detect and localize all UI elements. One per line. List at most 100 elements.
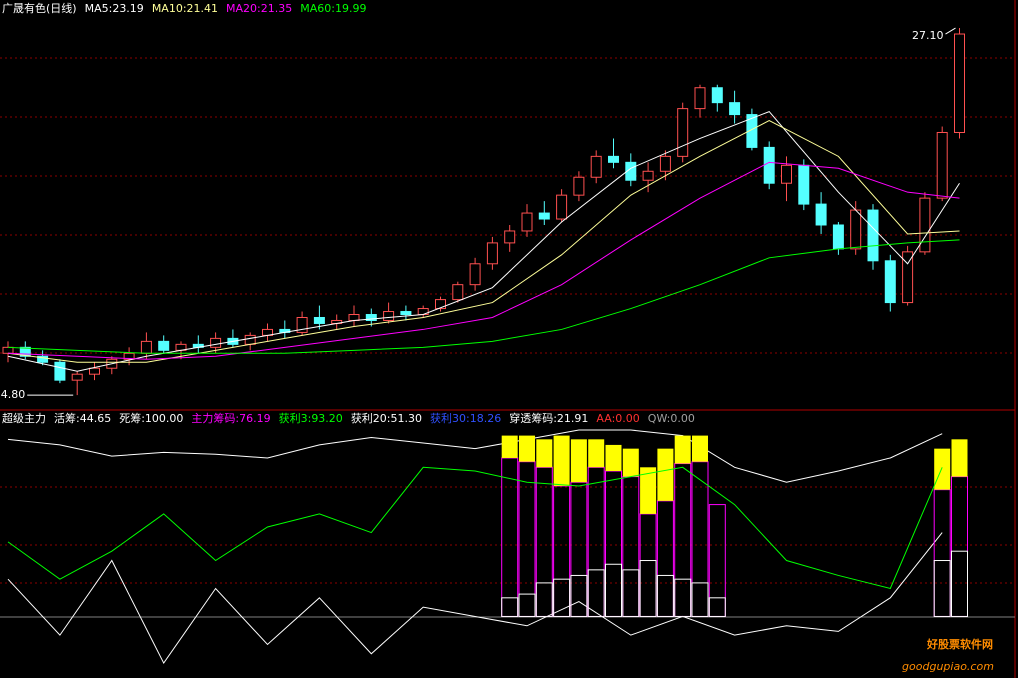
candle-body: [677, 108, 689, 157]
candle-body: [158, 340, 170, 351]
legend-entry: 穿透筹码:21.91: [509, 411, 588, 425]
legend-entry: QW:0.00: [648, 412, 695, 425]
candle-body: [902, 251, 914, 304]
candle-body: [556, 194, 568, 220]
candle-body: [954, 33, 965, 133]
bar-stack: [553, 435, 570, 486]
candle-body: [608, 155, 619, 163]
candle-body: [469, 263, 481, 286]
bar: [605, 563, 622, 617]
bar: [605, 470, 622, 617]
candle-body: [936, 131, 948, 199]
candle-body: [538, 212, 550, 220]
bar-stack: [692, 435, 708, 462]
candle-body: [123, 352, 135, 360]
series-line: [7, 429, 943, 483]
bar: [639, 560, 657, 617]
candle-body: [798, 164, 810, 205]
bar: [501, 457, 519, 617]
bar: [570, 481, 588, 617]
bar-stack: [536, 439, 553, 468]
candle-body: [884, 260, 896, 304]
legend-entry: 获利20:51.30: [351, 412, 422, 425]
bar: [656, 500, 674, 617]
series-line: [7, 239, 960, 354]
bar: [518, 461, 536, 617]
legend-entry: 死筹:100.00: [119, 411, 183, 425]
annotation-label: 14.80: [0, 388, 25, 401]
bar-stack: [622, 448, 639, 477]
watermark-title: 好股票软件网: [926, 637, 993, 651]
candle-body: [850, 209, 862, 250]
legend-entry: 活筹:44.65: [54, 411, 111, 425]
candle-body: [590, 155, 602, 178]
panel-title: 超级主力: [2, 411, 46, 425]
legend-entry: 获利3:93.20: [279, 412, 343, 425]
candle-body: [383, 311, 395, 321]
candle-body: [659, 155, 671, 172]
bar: [535, 466, 553, 617]
bar: [691, 582, 709, 617]
candle-body: [452, 284, 464, 301]
candle-body: [746, 114, 758, 148]
annotation-label: 27.10: [912, 29, 944, 42]
candle-body: [2, 346, 14, 354]
bar: [501, 597, 519, 617]
legend-entry: MA20:21.35: [226, 2, 292, 15]
bar: [656, 574, 674, 617]
candle-body: [140, 340, 152, 354]
series-line: [7, 532, 943, 665]
candle-body: [19, 346, 31, 357]
panel-title: 广晟有色(日线): [2, 1, 77, 15]
series-line: [7, 466, 943, 590]
series-line: [7, 161, 960, 360]
candle-body: [642, 170, 654, 181]
candle-body: [296, 316, 308, 333]
candle-body: [348, 314, 360, 321]
bar-stack: [951, 439, 968, 477]
legend-entry: MA10:21.41: [152, 2, 218, 15]
bar: [933, 489, 951, 617]
annotation-arrow: [945, 27, 956, 35]
candle-body: [37, 355, 49, 363]
bar: [951, 476, 968, 617]
watermark-url: goodgupiao.com: [902, 660, 994, 673]
candle-body: [781, 164, 792, 184]
bar: [951, 550, 968, 617]
legend-entry: 主力筹码:76.19: [191, 411, 270, 425]
candle-body: [244, 334, 256, 345]
bar-stack: [501, 435, 518, 458]
bar: [518, 593, 536, 617]
candle-body: [400, 311, 412, 316]
legend-entry: AA:0.00: [596, 412, 639, 425]
bar: [674, 578, 692, 617]
legend-entry: 获利30:18.26: [430, 412, 501, 425]
bar-stack: [657, 448, 674, 501]
candle-body: [486, 242, 498, 265]
bar: [708, 597, 726, 617]
bar: [622, 476, 640, 617]
candle-body: [504, 230, 516, 244]
bar: [708, 504, 726, 617]
bar: [535, 582, 553, 617]
bar-stack: [674, 435, 691, 464]
bar: [691, 461, 709, 617]
bar-stack: [588, 439, 605, 468]
candle-body: [54, 361, 66, 381]
bar: [933, 560, 951, 617]
candle-body: [521, 212, 533, 232]
legend-entry: MA60:19.99: [300, 2, 366, 15]
bar: [674, 463, 692, 617]
legend-entry: MA5:23.19: [85, 2, 144, 15]
candle-body: [711, 87, 723, 104]
candle-body: [729, 102, 741, 116]
candle-body: [573, 176, 585, 196]
candle-body: [71, 373, 83, 381]
candle-body: [832, 224, 844, 250]
bar-stack: [640, 467, 657, 514]
candle-body: [919, 197, 931, 253]
bar: [639, 513, 657, 617]
candle-body: [313, 316, 325, 324]
